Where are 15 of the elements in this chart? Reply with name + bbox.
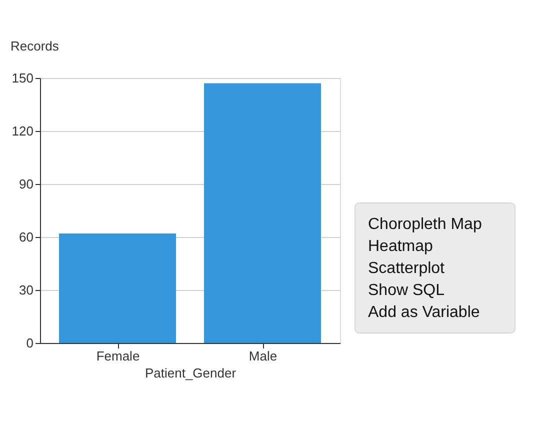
y-tick-label: 150 [12,70,34,86]
y-tick-label: 30 [19,282,34,298]
y-axis-title: Records [10,38,60,54]
text: Show SQL [368,282,445,299]
x-tick-label: Male [248,348,278,364]
text: Heatmap [368,238,434,255]
y-tick-label: 120 [12,124,34,138]
x-tick-label: Female [96,348,140,364]
y-tick-label: 60 [19,230,34,244]
x-axis-title: Patient_Gender [144,366,237,380]
text: Choropleth Map [368,216,482,233]
y-tick-label: 90 [19,176,34,192]
y-tick-label: 0 [26,336,34,350]
text: Add as Variable [368,304,480,321]
text: Scatterplot [368,260,446,277]
